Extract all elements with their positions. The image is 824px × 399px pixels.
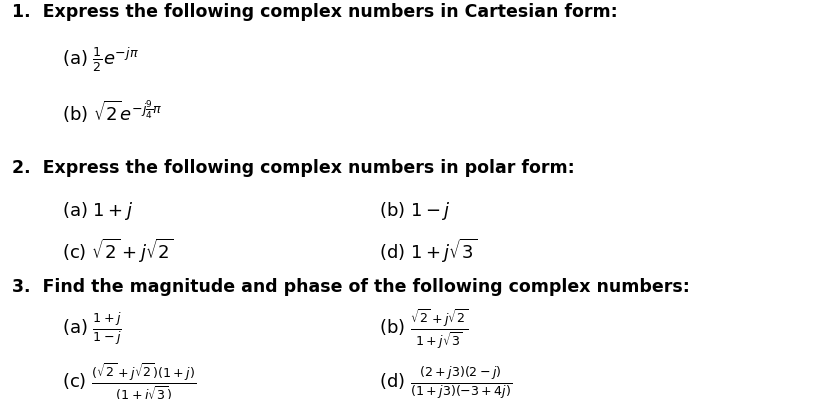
Text: (b) $\sqrt{2}e^{-j\frac{9}{4}\pi}$: (b) $\sqrt{2}e^{-j\frac{9}{4}\pi}$ <box>62 99 162 125</box>
Text: (b) $\frac{\sqrt{2}+j\sqrt{2}}{1+j\sqrt{3}}$: (b) $\frac{\sqrt{2}+j\sqrt{2}}{1+j\sqrt{… <box>379 307 468 351</box>
Text: (a) $1+j$: (a) $1+j$ <box>62 200 133 223</box>
Text: 2.  Express the following complex numbers in polar form:: 2. Express the following complex numbers… <box>12 158 575 177</box>
Text: (c) $\sqrt{2}+j\sqrt{2}$: (c) $\sqrt{2}+j\sqrt{2}$ <box>62 237 173 265</box>
Text: (b) $1-j$: (b) $1-j$ <box>379 200 451 223</box>
Text: 1.  Express the following complex numbers in Cartesian form:: 1. Express the following complex numbers… <box>12 3 618 21</box>
Text: 3.  Find the magnitude and phase of the following complex numbers:: 3. Find the magnitude and phase of the f… <box>12 278 691 296</box>
Text: (a) $\frac{1}{2}e^{-j\pi}$: (a) $\frac{1}{2}e^{-j\pi}$ <box>62 46 138 74</box>
Text: (a) $\frac{1+j}{1-j}$: (a) $\frac{1+j}{1-j}$ <box>62 311 122 347</box>
Text: (d) $1+j\sqrt{3}$: (d) $1+j\sqrt{3}$ <box>379 237 477 265</box>
Text: (d) $\frac{(2+j3)(2-j)}{(1+j3)(-3+4j)}$: (d) $\frac{(2+j3)(2-j)}{(1+j3)(-3+4j)}$ <box>379 365 513 399</box>
Text: (c) $\frac{(\sqrt{2}+j\sqrt{2})(1+j)}{(1+j\sqrt{3})}$: (c) $\frac{(\sqrt{2}+j\sqrt{2})(1+j)}{(1… <box>62 361 196 399</box>
